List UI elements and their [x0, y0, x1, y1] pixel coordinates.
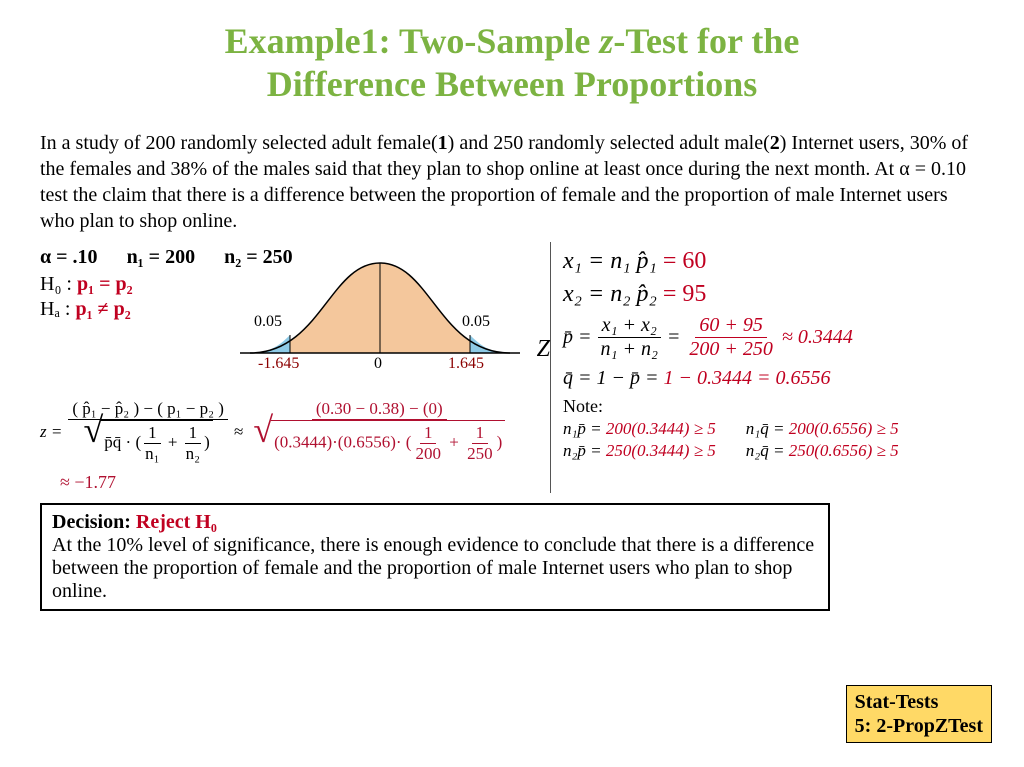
problem-text: In a study of 200 randomly selected adul…	[40, 130, 984, 234]
page-title: Example1: Two-Sample z-Test for the Diff…	[40, 20, 984, 106]
z-result: ≈ −1.77	[60, 472, 540, 493]
check-row-1: n₁p̄ = 200(0.3444) ≥ 5 n₁q̄ = 200(0.6556…	[563, 419, 984, 439]
z-formula: z = ( p̂₁ − p̂₂ ) − ( p₁ − p₂ ) √ p̄q̄ ·…	[40, 399, 540, 464]
left-column: α = .10 n₁ = 200 n₂ = 250 H₀ : p₁ = p₂ H…	[40, 242, 540, 493]
check-row-2: n₂p̄ = 250(0.3444) ≥ 5 n₂q̄ = 250(0.6556…	[563, 441, 984, 461]
right-column: x₁ = n₁ p̂₁ = 60 x₂ = n₂ p̂₂ = 95 p̄ = x…	[550, 242, 984, 493]
qbar-calc: q̄ = 1 − p̄ = 1 − 0.3444 = 0.6556	[563, 367, 984, 390]
x2-calc: x₂ = n₂ p̂₂ = 95	[563, 281, 984, 308]
note-label: Note:	[563, 396, 984, 417]
decision-box: Decision: Reject H₀ At the 10% level of …	[40, 503, 830, 611]
stat-tests-box: Stat-Tests 5: 2-PropZTest	[846, 685, 992, 743]
x1-calc: x₁ = n₁ p̂₁ = 60	[563, 248, 984, 275]
normal-curve: 0.05 0.05 -1.645 0 1.645 Z	[230, 253, 540, 393]
pbar-calc: p̄ = x₁ + x₂n₁ + n₂ = 60 + 95200 + 250 ≈…	[563, 314, 984, 361]
